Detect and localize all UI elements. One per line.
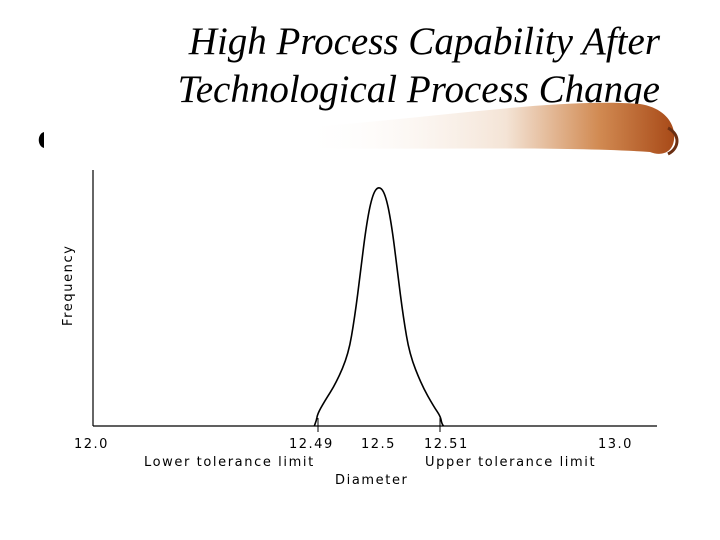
x-tick-label-12-49: 12.49 <box>289 437 334 452</box>
x-tick-label-13-0: 13.0 <box>598 437 633 452</box>
x-tick-label-12-5: 12.5 <box>361 437 396 452</box>
frequency-curve <box>313 187 445 427</box>
title-underline-bar <box>38 102 679 156</box>
x-tick-label-12-0: 12.0 <box>74 437 109 452</box>
slide-title: High Process Capability After Technologi… <box>60 18 660 114</box>
slide-title-line1: High Process Capability After <box>188 20 660 63</box>
upper-tolerance-label: Upper tolerance limit <box>425 455 596 470</box>
x-axis-title: Diameter <box>335 473 409 488</box>
x-tick-label-12-51: 12.51 <box>424 437 469 452</box>
y-axis-title: Frequency <box>61 244 76 326</box>
lower-tolerance-label: Lower tolerance limit <box>144 455 315 470</box>
